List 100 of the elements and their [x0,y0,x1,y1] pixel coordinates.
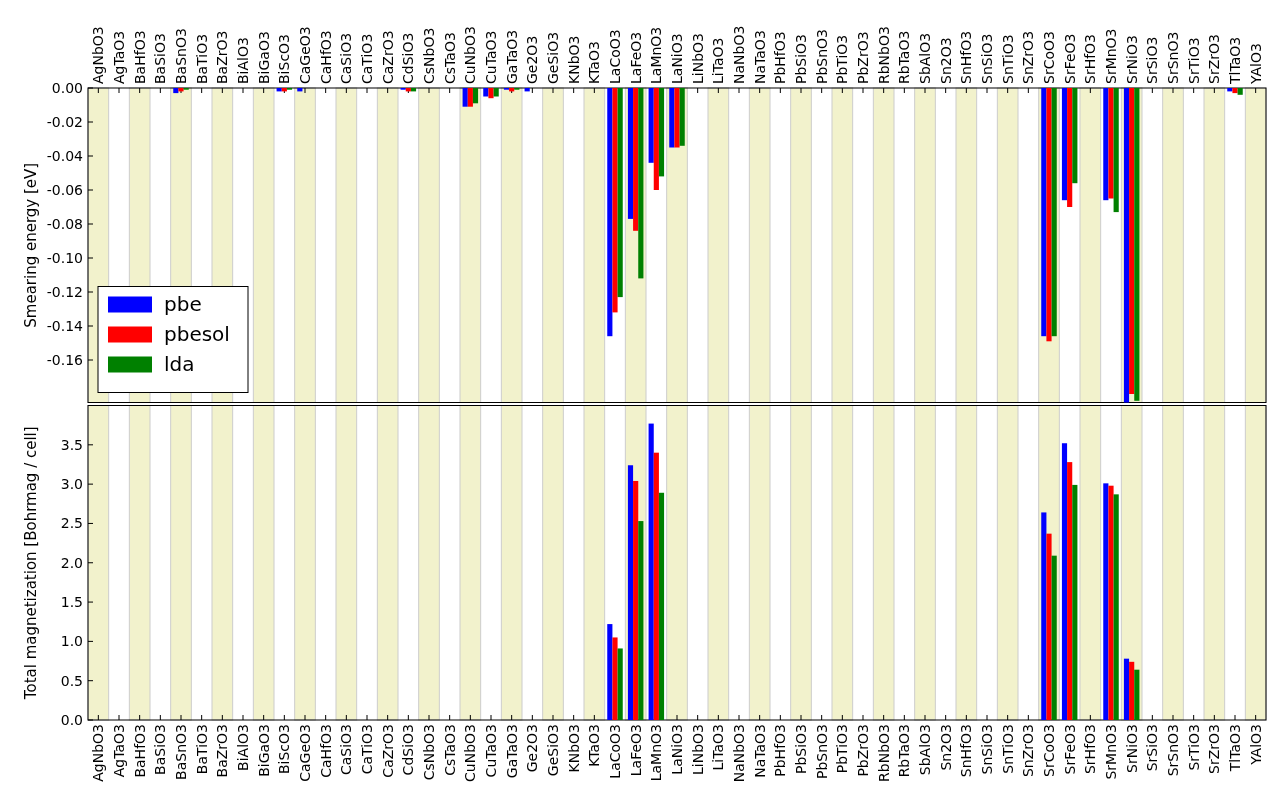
x-tick-label: SbAlO3 [916,724,933,776]
x-tick-label: AgNbO3 [90,26,107,84]
x-tick-label: CaZrO3 [379,30,396,84]
x-tick-label: CaTiO3 [358,33,375,84]
x-tick-label: SrNiO3 [1123,724,1140,773]
x-tick-label: PbSiO3 [792,33,809,84]
y-tick-label: -0.06 [46,181,84,198]
x-tick-label: LaFeO3 [627,31,644,84]
y-tick-label: 3.5 [60,436,83,453]
x-tick-label: NaTaO3 [751,30,768,84]
x-tick-label: SrTiO3 [1185,724,1202,771]
y-tick-label: 3.0 [60,476,83,493]
bar [1129,661,1135,720]
bar [1108,485,1114,720]
x-tick-label: SnHfO3 [958,724,975,778]
x-tick-label: PbZrO3 [854,724,871,777]
bar [1067,462,1073,720]
y-tick-label: -0.12 [46,283,83,300]
x-tick-label: NaNbO3 [730,25,747,84]
x-tick-label: Ge2O3 [524,35,541,84]
x-tick-label: BaSnO3 [172,724,189,780]
x-tick-label: CaGeO3 [296,26,313,84]
x-tick-label: YAlO3 [1247,724,1264,766]
y-axis-title: Total magnetization [Bohrmag / cell] [22,426,40,701]
x-tick-label: CsNbO3 [420,724,437,781]
bar [648,423,654,720]
x-tick-label: CuTaO3 [482,724,499,778]
x-tick-label: SrMnO3 [1102,28,1119,84]
x-tick-label: SrSnO3 [1164,31,1181,84]
x-tick-label: PbTiO3 [834,724,851,774]
x-tick-label: CsTaO3 [441,724,458,776]
legend-label: pbesol [164,321,230,346]
x-tick-label: SnHfO3 [958,30,975,84]
bar [653,452,659,720]
x-tick-label: NaTaO3 [751,724,768,778]
x-tick-label: LaMnO3 [648,724,665,782]
x-tick-label: BaHfO3 [131,30,148,84]
x-tick-label: SrSiO3 [1144,36,1161,84]
x-tick-label: SrFeO3 [1061,33,1078,84]
x-tick-label: Sn2O3 [937,724,954,771]
x-tick-label: SrSiO3 [1144,724,1161,772]
x-tick-label: Ge2O3 [524,724,541,773]
bar [1113,494,1119,720]
y-tick-label: -0.10 [46,249,83,266]
x-tick-label: CaHfO3 [317,724,334,778]
x-tick-label: SrZrO3 [1206,34,1223,84]
x-tick-label: BaTiO3 [193,724,210,775]
x-tick-label: LaNiO3 [668,33,685,84]
x-tick-label: SnSiO3 [978,33,995,84]
x-tick-label: LaMnO3 [648,26,665,84]
x-tick-label: PbSnO3 [813,724,830,780]
bar [607,624,613,720]
x-tick-label: PbHfO3 [772,724,789,777]
x-tick-label: NaNbO3 [730,724,747,783]
x-tick-label: CaSiO3 [338,32,355,84]
bar [612,637,618,720]
y-tick-label: 0.0 [60,711,83,728]
bar [1051,555,1057,720]
x-tick-label: SrZrO3 [1206,724,1223,774]
x-tick-label: CdSiO3 [400,724,417,776]
x-tick-label: GeSiO3 [544,724,561,777]
x-tick-label: CaGeO3 [296,724,313,782]
x-tick-label: GaTaO3 [503,724,520,779]
x-tick-label: SrSnO3 [1164,724,1181,777]
x-tick-label: LaNiO3 [668,724,685,775]
x-tick-label: RbNbO3 [875,26,892,84]
x-tick-label: SrFeO3 [1061,724,1078,775]
x-tick-label: LiTaO3 [710,724,727,771]
y-tick-label: -0.16 [46,351,84,368]
y-tick-label: 0.5 [60,672,83,689]
x-tick-label: LaFeO3 [627,724,644,777]
x-tick-label: KNbO3 [565,724,582,773]
x-tick-label: SnTiO3 [999,724,1016,774]
bar [638,521,644,720]
x-tick-label: BiScO3 [276,33,293,84]
x-tick-label: CaSiO3 [338,724,355,776]
x-tick-label: CaHfO3 [317,30,334,84]
x-tick-label: LiNbO3 [689,724,706,775]
x-tick-label: PbTiO3 [834,34,851,84]
y-tick-label: 1.0 [60,633,83,650]
bar [1072,484,1078,720]
legend-label: pbe [164,291,202,316]
x-tick-label: KTaO3 [586,724,603,767]
bar [1103,483,1109,720]
x-tick-label: CaTiO3 [358,724,375,775]
y-tick-label: 2.5 [60,515,83,532]
x-tick-label: CdSiO3 [400,32,417,84]
y-tick-label: -0.14 [46,317,84,334]
x-tick-label: BaSnO3 [172,28,189,84]
x-tick-label: RbTaO3 [896,724,913,778]
x-tick-label: CaZrO3 [379,724,396,778]
x-tick-label: GaTaO3 [503,29,520,84]
bar [1123,658,1130,720]
bar [1046,533,1052,720]
x-tick-label: BiScO3 [276,724,293,775]
x-tick-label: BaZrO3 [214,724,231,778]
y-tick-label: -0.08 [46,215,83,232]
x-tick-label: SrTiO3 [1185,37,1202,84]
x-tick-label: LaCoO3 [606,724,623,779]
x-tick-label: BiGaO3 [255,724,272,777]
